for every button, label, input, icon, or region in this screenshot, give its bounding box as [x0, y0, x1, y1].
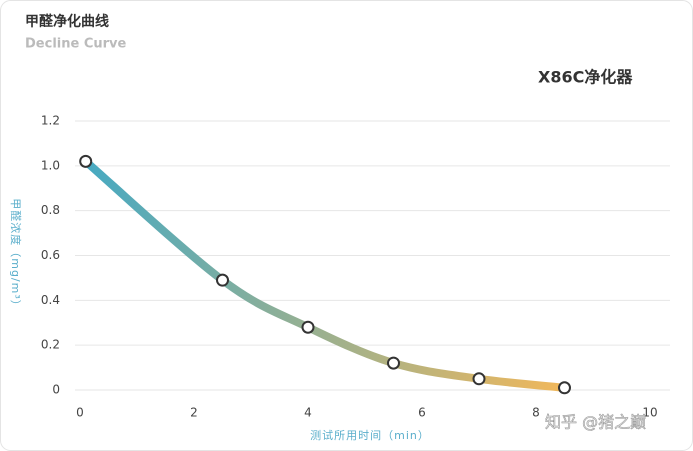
watermark: 知乎 @猪之巅 [545, 413, 646, 432]
y-axis-label: 甲醛浓度（mg/m³） [9, 198, 23, 312]
point [216, 273, 229, 287]
y-tick-label: 0 [52, 383, 60, 397]
y-tick-label: 0.6 [41, 248, 60, 262]
x-tick-label: 8 [532, 406, 540, 420]
x-tick-label: 10 [642, 406, 657, 420]
y-tick-label: 1.2 [41, 114, 60, 128]
y-tick-label: 0.4 [41, 293, 60, 307]
point [79, 154, 93, 168]
x-tick-label: 0 [76, 406, 84, 420]
y-tick-label: 0.2 [41, 338, 60, 352]
legend-label: X86C净化器 [538, 68, 633, 87]
point [301, 320, 315, 334]
y-tick-label: 1.0 [41, 158, 60, 172]
y-tick-label: 0.8 [41, 203, 60, 217]
chart-title: 甲醛净化曲线 [25, 13, 109, 30]
x-tick-label: 2 [190, 406, 198, 420]
point [558, 381, 571, 395]
x-tick-label: 4 [304, 406, 312, 420]
point [472, 372, 486, 386]
x-axis-label: 测试所用时间（min） [310, 429, 430, 442]
point [387, 356, 400, 370]
chart-subtitle: Decline Curve [25, 37, 127, 52]
x-tick-label: 6 [418, 406, 426, 420]
